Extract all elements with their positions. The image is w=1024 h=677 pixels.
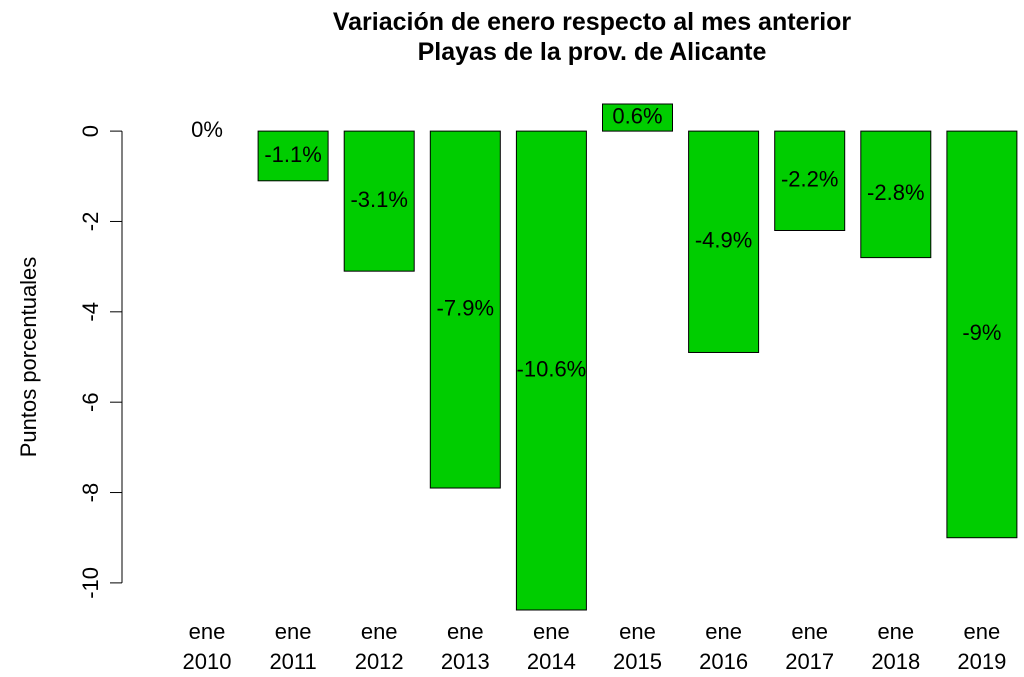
bar bbox=[946, 130, 1018, 539]
value-label: -9% bbox=[962, 320, 1001, 345]
bar bbox=[515, 130, 587, 611]
x-tick-label: ene 2013 bbox=[440, 619, 490, 674]
bar bbox=[343, 130, 415, 272]
value-label: -4.9% bbox=[695, 228, 752, 253]
value-label: -2.8% bbox=[867, 180, 924, 205]
value-label: 0.6% bbox=[612, 103, 662, 128]
chart-subtitle: Playas de la prov. de Alicante bbox=[417, 38, 767, 66]
y-tick-label: -8 bbox=[78, 483, 103, 503]
bar bbox=[688, 130, 760, 353]
y-tick-label: -2 bbox=[78, 212, 103, 232]
y-tick-label: -6 bbox=[78, 392, 103, 412]
y-tick-label: 0 bbox=[78, 125, 103, 137]
x-tick-label: ene 2014 bbox=[526, 619, 576, 674]
chart-title: Variación de enero respecto al mes anter… bbox=[332, 8, 852, 36]
x-tick-label: ene 2011 bbox=[269, 619, 317, 674]
value-label: -1.1% bbox=[264, 142, 321, 167]
x-tick-label: ene 2019 bbox=[957, 619, 1007, 674]
x-tick-label: ene 2015 bbox=[613, 619, 662, 674]
x-tick-label: ene 2018 bbox=[871, 619, 921, 674]
x-tick-label: ene 2016 bbox=[699, 619, 749, 674]
bar bbox=[602, 103, 673, 132]
bar bbox=[257, 130, 329, 182]
y-tick-label: -4 bbox=[78, 302, 103, 322]
x-tick-label: ene 2012 bbox=[354, 619, 404, 674]
x-tick-label: ene 2017 bbox=[785, 619, 835, 674]
value-label: -2.2% bbox=[781, 167, 838, 192]
bar bbox=[429, 130, 501, 489]
value-label: 0% bbox=[191, 117, 223, 142]
y-tick-label: -10 bbox=[78, 567, 103, 599]
value-label: -10.6% bbox=[517, 356, 587, 381]
value-label: -7.9% bbox=[437, 295, 494, 320]
y-axis-label: Puntos porcentuales bbox=[16, 257, 41, 458]
bar bbox=[860, 130, 932, 259]
value-label: -3.1% bbox=[350, 187, 407, 212]
bar bbox=[774, 130, 846, 232]
x-tick-label: ene 2010 bbox=[182, 619, 232, 674]
